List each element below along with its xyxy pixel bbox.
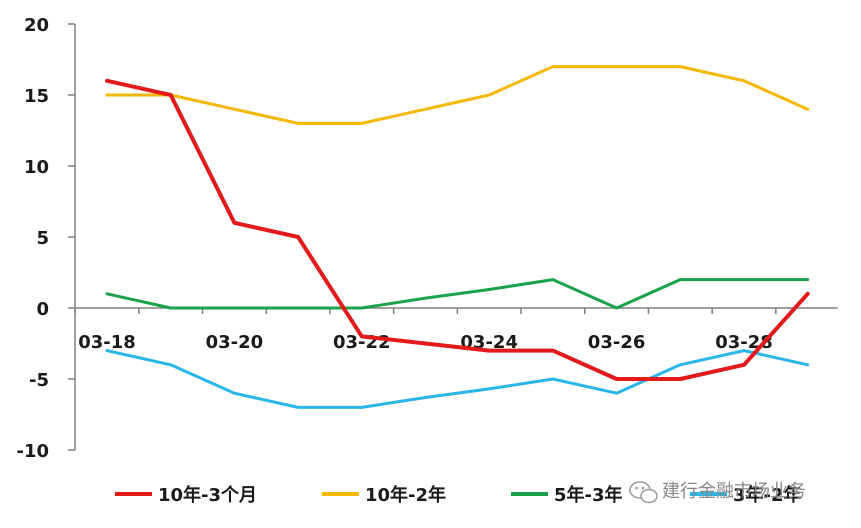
- x-tick-label: 03-18: [78, 332, 136, 353]
- y-tick-label: 10: [24, 157, 49, 178]
- watermark: 建行金融市场业务: [629, 481, 806, 504]
- watermark-text: 建行金融市场业务: [662, 481, 806, 502]
- series-line-3: [105, 278, 810, 310]
- x-axis: 03-18 03-20 03-22 03-24 03-26 03-28: [74, 307, 838, 353]
- series-line-2: [105, 65, 810, 125]
- x-tick-label: 03-26: [588, 332, 646, 353]
- series-line-1: [105, 78, 810, 381]
- y-tick-label: 15: [24, 86, 49, 107]
- y-axis: -10 -5 0 5 10 15 20: [16, 15, 76, 462]
- legend-label: 10年-2年: [365, 484, 446, 506]
- legend-label: 5年-3年: [554, 484, 623, 506]
- legend: 10年-3个月 10年-2年 5年-3年 3年-2年: [115, 484, 802, 506]
- series-line-4: [105, 349, 810, 409]
- y-tick-label: -5: [29, 370, 49, 391]
- wechat-icon: [629, 481, 658, 504]
- x-tick-label: 03-20: [206, 332, 264, 353]
- legend-label: 10年-3个月: [158, 484, 257, 506]
- y-tick-label: 20: [24, 15, 49, 36]
- series-layer: [105, 65, 810, 409]
- legend-label: 3年-2年: [733, 484, 802, 506]
- y-tick-label: 5: [36, 228, 49, 249]
- y-tick-label: -10: [16, 441, 49, 462]
- y-tick-label: 0: [36, 299, 49, 320]
